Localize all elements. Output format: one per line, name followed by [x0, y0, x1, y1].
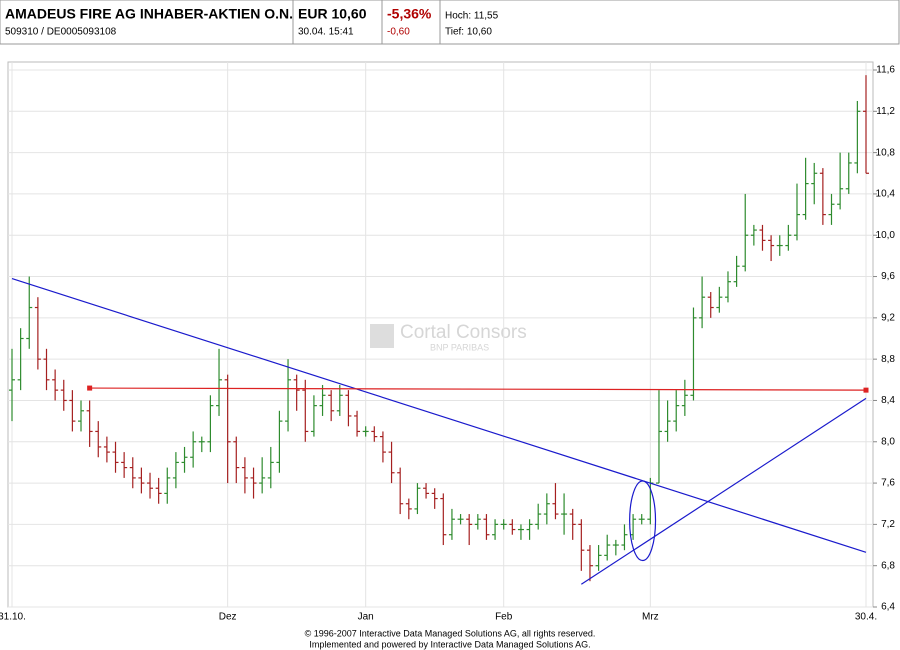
y-tick-label: 8,8 — [881, 354, 895, 365]
time: 30.04. 15:41 — [298, 27, 354, 38]
header-box — [0, 0, 900, 45]
y-tick-label: 10,4 — [876, 189, 896, 200]
x-tick-label: Jan — [358, 612, 374, 623]
y-tick-label: 6,8 — [881, 560, 895, 571]
day-low: Tief: 10,60 — [445, 27, 492, 38]
day-high: Hoch: 11,55 — [445, 11, 499, 22]
watermark-logo — [370, 324, 394, 348]
y-tick-label: 11,6 — [876, 65, 895, 76]
x-tick-label: Dez — [219, 612, 237, 623]
y-tick-label: 9,2 — [881, 312, 895, 323]
price: EUR 10,60 — [298, 6, 367, 22]
y-tick-label: 8,4 — [881, 395, 895, 406]
x-tick-label: 31.10. — [0, 612, 26, 623]
watermark-sub: BNP PARIBAS — [430, 342, 489, 352]
y-tick-label: 10,8 — [876, 147, 896, 158]
y-tick-label: 11,2 — [876, 106, 895, 117]
y-tick-label: 10,0 — [876, 230, 896, 241]
y-tick-label: 7,2 — [881, 519, 895, 530]
y-tick-label: 7,6 — [881, 478, 895, 489]
footer-line: Implemented and powered by Interactive D… — [309, 639, 590, 649]
highlight-ellipse — [629, 480, 657, 562]
change-abs: -0,60 — [387, 27, 410, 38]
x-tick-label: Mrz — [642, 612, 659, 623]
trendline — [581, 397, 867, 585]
change-pct: -5,36% — [387, 6, 432, 22]
y-tick-label: 8,0 — [881, 436, 895, 447]
x-tick-label: 30.4. — [855, 612, 877, 623]
trendline-end — [87, 385, 93, 391]
stock-name: AMADEUS FIRE AG INHABER-AKTIEN O.N. — [5, 6, 293, 22]
trendline — [11, 278, 867, 553]
y-tick-label: 9,6 — [881, 271, 895, 282]
trendline — [89, 387, 867, 391]
y-tick-label: 6,4 — [881, 602, 895, 613]
stock-ids: 509310 / DE0005093108 — [5, 27, 117, 38]
x-tick-label: Feb — [495, 612, 513, 623]
footer-line: © 1996-2007 Interactive Data Managed Sol… — [305, 628, 596, 638]
trendline-end — [863, 387, 869, 393]
watermark-brand: Cortal Consors — [400, 322, 527, 343]
